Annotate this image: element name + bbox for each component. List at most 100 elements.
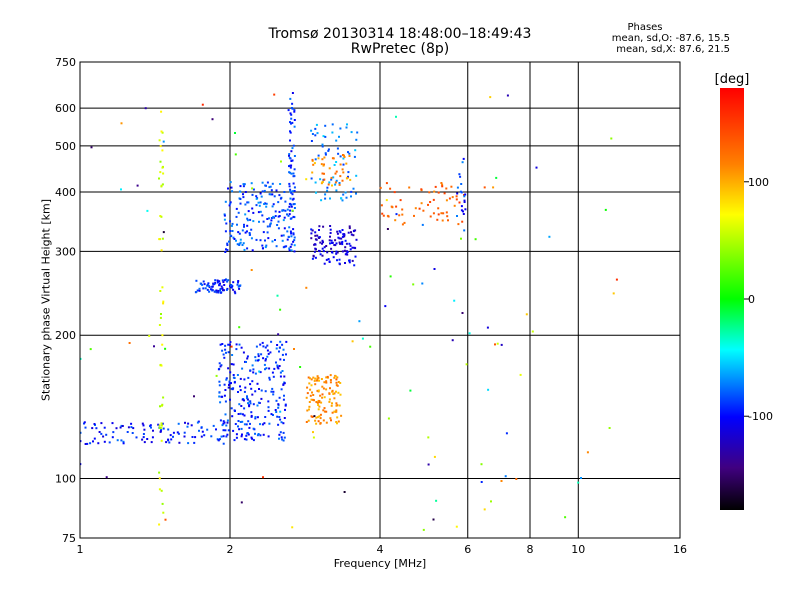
data-point (293, 203, 296, 205)
data-point (241, 229, 244, 232)
data-point (221, 343, 224, 345)
data-point (352, 187, 355, 190)
data-point (494, 343, 496, 346)
data-point (335, 139, 338, 142)
data-point (102, 435, 105, 438)
data-point (355, 138, 358, 141)
data-point (268, 376, 271, 379)
data-point (268, 225, 271, 228)
data-point (316, 234, 319, 237)
data-point (254, 372, 257, 375)
data-point (226, 280, 229, 283)
data-point (267, 400, 270, 403)
data-point (244, 213, 247, 216)
data-point (176, 431, 179, 434)
data-point (161, 286, 164, 289)
colorbar-tick-label: -100 (748, 410, 773, 423)
data-point (412, 283, 415, 286)
data-point (275, 347, 278, 350)
data-point (237, 413, 240, 415)
data-point (474, 238, 477, 241)
data-point (143, 428, 146, 431)
data-point (223, 213, 226, 216)
data-point (252, 188, 255, 191)
y-tick-label: 100 (55, 473, 76, 486)
colorbar-tick-label: 100 (748, 176, 769, 189)
data-point (293, 207, 296, 209)
data-point (361, 337, 364, 340)
data-point (380, 204, 383, 207)
data-point (418, 207, 421, 210)
data-point (288, 154, 290, 157)
data-point (244, 203, 247, 206)
data-point (315, 422, 318, 425)
data-point (271, 387, 274, 390)
data-point (248, 400, 251, 403)
data-point (242, 196, 245, 199)
data-point (275, 361, 277, 364)
data-point (216, 279, 219, 282)
data-point (232, 236, 235, 239)
data-point (141, 438, 144, 441)
data-point (338, 237, 341, 240)
data-point (463, 229, 466, 232)
data-point (353, 155, 356, 158)
data-point (141, 422, 144, 425)
data-point (159, 316, 162, 319)
data-point (84, 443, 87, 445)
data-point (257, 359, 259, 362)
data-point (258, 370, 261, 373)
data-point (323, 156, 326, 159)
data-point (464, 208, 467, 211)
data-point (159, 238, 162, 241)
data-point (250, 414, 253, 417)
data-point (207, 282, 210, 285)
data-point (328, 398, 331, 401)
data-point (355, 192, 357, 195)
data-point (315, 123, 318, 126)
data-point (160, 426, 163, 429)
data-point (161, 403, 164, 406)
data-point (335, 170, 338, 173)
data-point (264, 184, 267, 187)
data-point (343, 156, 346, 158)
data-point (458, 173, 461, 176)
data-point (356, 131, 359, 134)
data-point (389, 187, 392, 190)
data-point (309, 377, 311, 380)
data-point (339, 127, 342, 130)
data-point (260, 353, 263, 356)
data-point (278, 350, 280, 353)
data-point (307, 419, 310, 422)
data-point (342, 157, 345, 160)
data-point (95, 427, 98, 430)
data-point (160, 439, 163, 442)
data-point (445, 199, 448, 202)
data-point (211, 118, 214, 121)
data-point (272, 414, 274, 416)
data-point (266, 218, 269, 220)
data-point (333, 392, 336, 395)
data-point (248, 405, 251, 408)
data-point (90, 146, 93, 149)
data-point (321, 145, 324, 148)
data-point (293, 119, 296, 121)
data-point (317, 154, 320, 157)
data-point (237, 391, 239, 393)
data-point (290, 232, 293, 235)
data-point (158, 427, 161, 429)
data-point (250, 411, 253, 414)
data-point (401, 213, 404, 216)
data-point (401, 223, 404, 226)
data-point (318, 405, 321, 408)
data-point (160, 110, 163, 113)
data-point (160, 489, 163, 492)
data-point (319, 422, 322, 425)
data-point (162, 172, 165, 175)
data-point (335, 252, 338, 255)
data-point (460, 209, 463, 212)
data-point (492, 186, 495, 189)
data-point (505, 432, 508, 435)
data-point (273, 195, 276, 198)
data-point (255, 195, 258, 198)
